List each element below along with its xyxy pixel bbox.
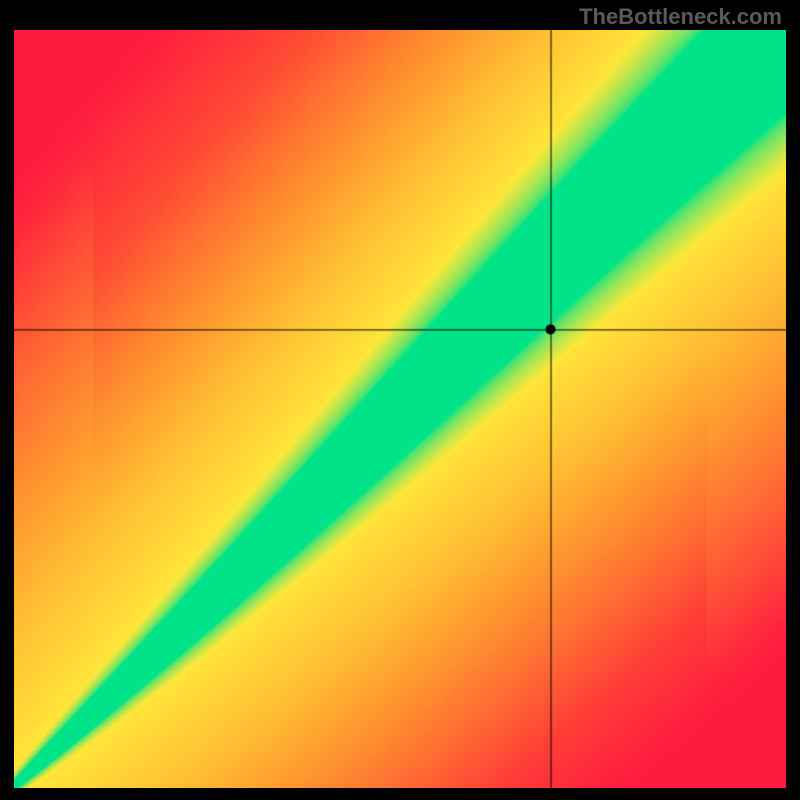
heatmap-canvas <box>14 30 786 788</box>
bottleneck-heatmap <box>14 30 786 788</box>
watermark-text: TheBottleneck.com <box>579 4 782 30</box>
